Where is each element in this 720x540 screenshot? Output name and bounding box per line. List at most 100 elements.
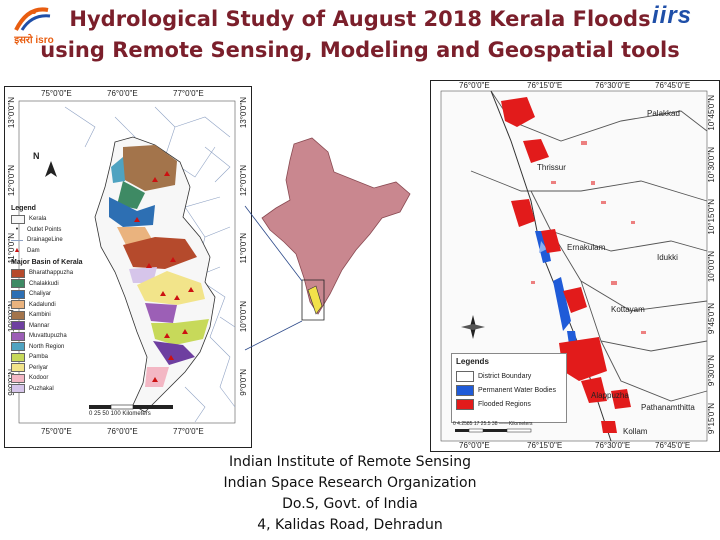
right-map-bottom-coord: 76°15'0"E <box>527 441 563 450</box>
basin-mannar <box>153 341 195 365</box>
title-line-1: Hydrological Study of August 2018 Kerala… <box>69 7 651 31</box>
dam-markers <box>134 171 194 382</box>
isro-logo: इसरो isro <box>4 4 64 48</box>
locator-box <box>301 279 325 321</box>
basin-label: Chalakkudi <box>29 280 59 287</box>
basin-legend-title: Major Basin of Kerala <box>11 259 83 266</box>
basin-north-region <box>111 157 125 183</box>
basin-legend-item: Puzhakal <box>11 384 111 395</box>
right-map-right-coord: 10°0'0"N <box>707 251 716 283</box>
india-locator-map <box>250 130 420 330</box>
basin-swatch <box>11 373 25 383</box>
right-map-top-coord: 76°30'0"E <box>595 81 631 90</box>
right-map-right-coord: 9°15'0"N <box>707 403 716 435</box>
left-legend-title: Legend <box>11 205 36 212</box>
basin-label: Kadalundi <box>29 301 56 308</box>
basin-swatch <box>11 352 25 362</box>
india-outline <box>261 137 411 315</box>
basin-swatch <box>11 342 25 352</box>
right-map-top-coord: 76°45'0"E <box>655 81 691 90</box>
basin-label: Bharathappuzha <box>29 270 74 277</box>
place-label: Thrissur <box>537 163 566 172</box>
basin-chaliyar <box>109 197 155 227</box>
basin-muvattupuzha <box>145 303 177 323</box>
basin-label: Kodoor <box>29 375 49 382</box>
place-label: Palakkad <box>647 109 680 118</box>
footer-line-3: Do.S, Govt. of India <box>282 496 418 512</box>
right-scale-label: 0 4.2585 17 25.5 38 ——Kilometers <box>453 421 533 427</box>
left-map-bottom-coord: 76°0'0"E <box>107 427 138 436</box>
place-label: Kollam <box>623 427 648 436</box>
basin-label: Chaliyar <box>29 291 52 298</box>
right-legend-title: Legends <box>456 357 489 366</box>
right-map-right-coord: 9°45'0"N <box>707 303 716 335</box>
basin-legend-item: Kambini <box>11 310 111 321</box>
basin-legend-item: Chalakkudi <box>11 279 111 290</box>
basin-swatch <box>11 321 25 331</box>
basin-swatch <box>11 310 25 320</box>
basin-kambini <box>123 145 177 191</box>
institution-footer: Indian Institute of Remote Sensing India… <box>160 452 540 536</box>
left-map-bottom-coord: 77°0'0"E <box>173 427 204 436</box>
legend-item: Flooded Regions <box>456 397 562 411</box>
basin-swatch <box>11 289 25 299</box>
india-map-graphic <box>261 137 411 321</box>
left-scale-label: 0 25 50 100 Kilometers <box>89 411 151 417</box>
legend-item: District Boundary <box>456 369 562 383</box>
flooded-regions <box>501 97 631 433</box>
basin-periyar <box>137 271 205 305</box>
right-map-right-coord: 9°30'0"N <box>707 355 716 387</box>
basin-swatch <box>11 300 25 310</box>
right-map-right-coord: 10°30'0"N <box>707 147 716 183</box>
legend-item: Permanent Water Bodies <box>456 383 562 397</box>
basin-bharathappuzha <box>123 237 197 269</box>
right-legend: Legends District Boundary Permanent Wate… <box>451 353 567 423</box>
basin-legend-item: Kodoor <box>11 373 111 384</box>
basin-label: Pamba <box>29 354 49 361</box>
basin-label: Puzhakal <box>29 385 54 392</box>
legend-item: Kerala <box>11 214 111 225</box>
basin-label: Kambini <box>29 312 51 319</box>
basin-swatch <box>11 363 25 373</box>
basin-pamba <box>151 319 209 345</box>
legend-item: ▲ Dam <box>13 247 40 255</box>
basin-legend-item: Muvattupuzha <box>11 331 111 342</box>
right-map-top-coord: 76°0'0"E <box>459 81 490 90</box>
left-legend: Legend Kerala • Outlet Points DrainageLin… <box>11 205 111 394</box>
basin-legend-item: Pamba <box>11 352 111 363</box>
legend-item: DrainageLine <box>11 235 111 246</box>
left-map-top-coord: 77°0'0"E <box>173 89 204 98</box>
place-label: Alappuzha <box>591 391 629 400</box>
page-title: Hydrological Study of August 2018 Kerala… <box>0 4 720 66</box>
kerala-highlight <box>307 285 323 315</box>
footer-line-2: Indian Space Research Organization <box>223 475 477 491</box>
north-arrow-icon <box>45 161 57 177</box>
basin-legend-list: Bharathappuzha Chalakkudi Chaliyar Kadalund… <box>11 268 111 394</box>
left-map-graphic <box>18 100 236 424</box>
basin-swatch <box>11 279 25 289</box>
place-label: Kottayam <box>611 305 645 314</box>
basin-legend-item: Chaliyar <box>11 289 111 300</box>
basin-legend-item: North Region <box>11 342 111 353</box>
right-map-right-coord: 10°45'0"N <box>707 95 716 131</box>
flooded-speckle <box>531 141 646 334</box>
left-map-bottom-coord: 75°0'0"E <box>41 427 72 436</box>
basin-legend-item: Periyar <box>11 363 111 374</box>
basin-label: Mannar <box>29 322 50 329</box>
left-map-top-coord: 75°0'0"E <box>41 89 72 98</box>
basin-legend-item: Bharathappuzha <box>11 268 111 279</box>
right-map-bottom-coord: 76°30'0"E <box>595 441 631 450</box>
basin-label: Periyar <box>29 364 49 371</box>
kerala-basin-map: 75°0'0"E 76°0'0"E 77°0'0"E 75°0'0"E 76°0… <box>4 86 252 448</box>
basin-swatch <box>11 384 25 394</box>
basin-label: Muvattupuzha <box>29 333 67 340</box>
place-label: Pathanamthitta <box>641 403 695 412</box>
isro-logo-text: इसरो isro <box>14 35 54 46</box>
title-line-2: using Remote Sensing, Modeling and Geosp… <box>40 38 680 62</box>
footer-line-1: Indian Institute of Remote Sensing <box>229 454 471 470</box>
compass-icon <box>461 315 485 339</box>
basin-swatch <box>11 331 25 341</box>
basin-swatch <box>11 268 25 278</box>
right-map-top-coord: 76°15'0"E <box>527 81 563 90</box>
